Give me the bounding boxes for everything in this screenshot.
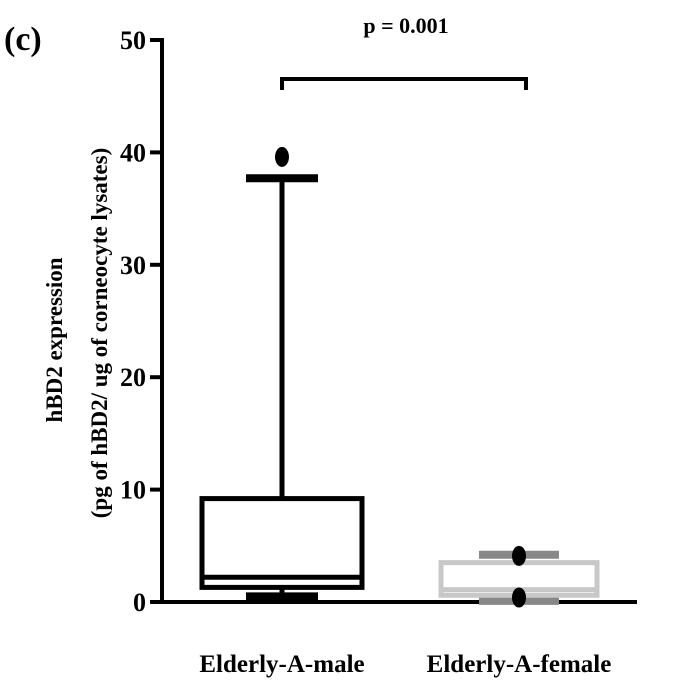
- significance-bracket: [280, 77, 528, 90]
- boxes: [199, 146, 600, 608]
- y-tick-label: 20: [120, 363, 146, 392]
- outlier-point: [512, 587, 526, 608]
- y-tick-label: 50: [120, 26, 146, 55]
- y-axis-label-line1: hBD2 expression: [42, 257, 67, 422]
- axes: 0 10 20 30 40 50 Elderly-A-male Elderly-A-femal…: [120, 26, 637, 678]
- y-axis-label-line2: (pg of hBD2/ ug of corneocyte lysates): [87, 148, 112, 519]
- significance-label: p = 0.001: [363, 13, 448, 38]
- x-category-label: Elderly-A-female: [427, 651, 612, 678]
- outlier-point: [275, 146, 289, 167]
- y-tick-label: 0: [133, 588, 146, 617]
- iqr-box: [199, 496, 365, 590]
- x-category-label: Elderly-A-male: [199, 651, 364, 678]
- outlier-point: [512, 545, 526, 566]
- y-tick-label: 30: [120, 251, 146, 280]
- y-tick-label: 40: [120, 138, 146, 167]
- y-tick-label: 10: [120, 476, 146, 505]
- panel-label: (c): [4, 21, 42, 58]
